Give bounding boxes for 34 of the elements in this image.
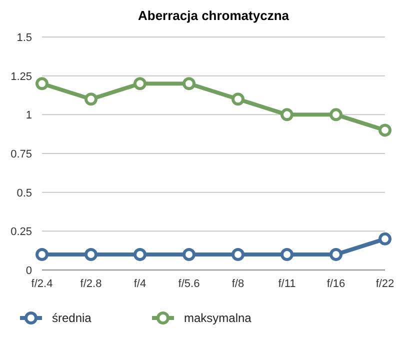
point: [232, 92, 244, 106]
x-tick-label: f/5.6: [178, 278, 200, 290]
point: [134, 248, 146, 261]
chart-title: Aberracja chromatyczna: [138, 8, 290, 23]
x-tick-label: f/2.8: [80, 278, 102, 290]
point: [330, 248, 342, 261]
x-tick-label: f/4: [134, 278, 146, 290]
point: [378, 124, 392, 137]
point: [36, 248, 48, 261]
point: [182, 77, 196, 90]
point: [232, 248, 244, 261]
point: [182, 248, 196, 261]
point: [378, 232, 392, 246]
legend-label: średnia: [52, 311, 92, 325]
x-tick-label: f/22: [376, 278, 394, 290]
y-tick-label: 1: [26, 110, 32, 122]
x-tick-label: f/8: [232, 278, 244, 290]
point: [280, 108, 294, 122]
y-tick-label: 0: [26, 265, 32, 277]
x-tick-label: f/16: [326, 278, 346, 290]
x-tick-label: f/2.4: [31, 278, 53, 290]
x-tick-label: f/11: [278, 278, 296, 290]
y-tick-label: 0.5: [16, 187, 32, 200]
point: [84, 92, 98, 106]
legend-label: maksymalna: [184, 311, 252, 325]
y-tick-label: 1.25: [10, 70, 32, 83]
point: [84, 248, 98, 261]
y-tick-label: 0.25: [10, 226, 32, 238]
point: [134, 77, 146, 90]
y-tick-label: 0.75: [10, 148, 32, 160]
y-tick-label: 1.5: [16, 32, 32, 44]
point: [280, 248, 294, 261]
point: [330, 108, 342, 122]
point: [36, 77, 48, 90]
